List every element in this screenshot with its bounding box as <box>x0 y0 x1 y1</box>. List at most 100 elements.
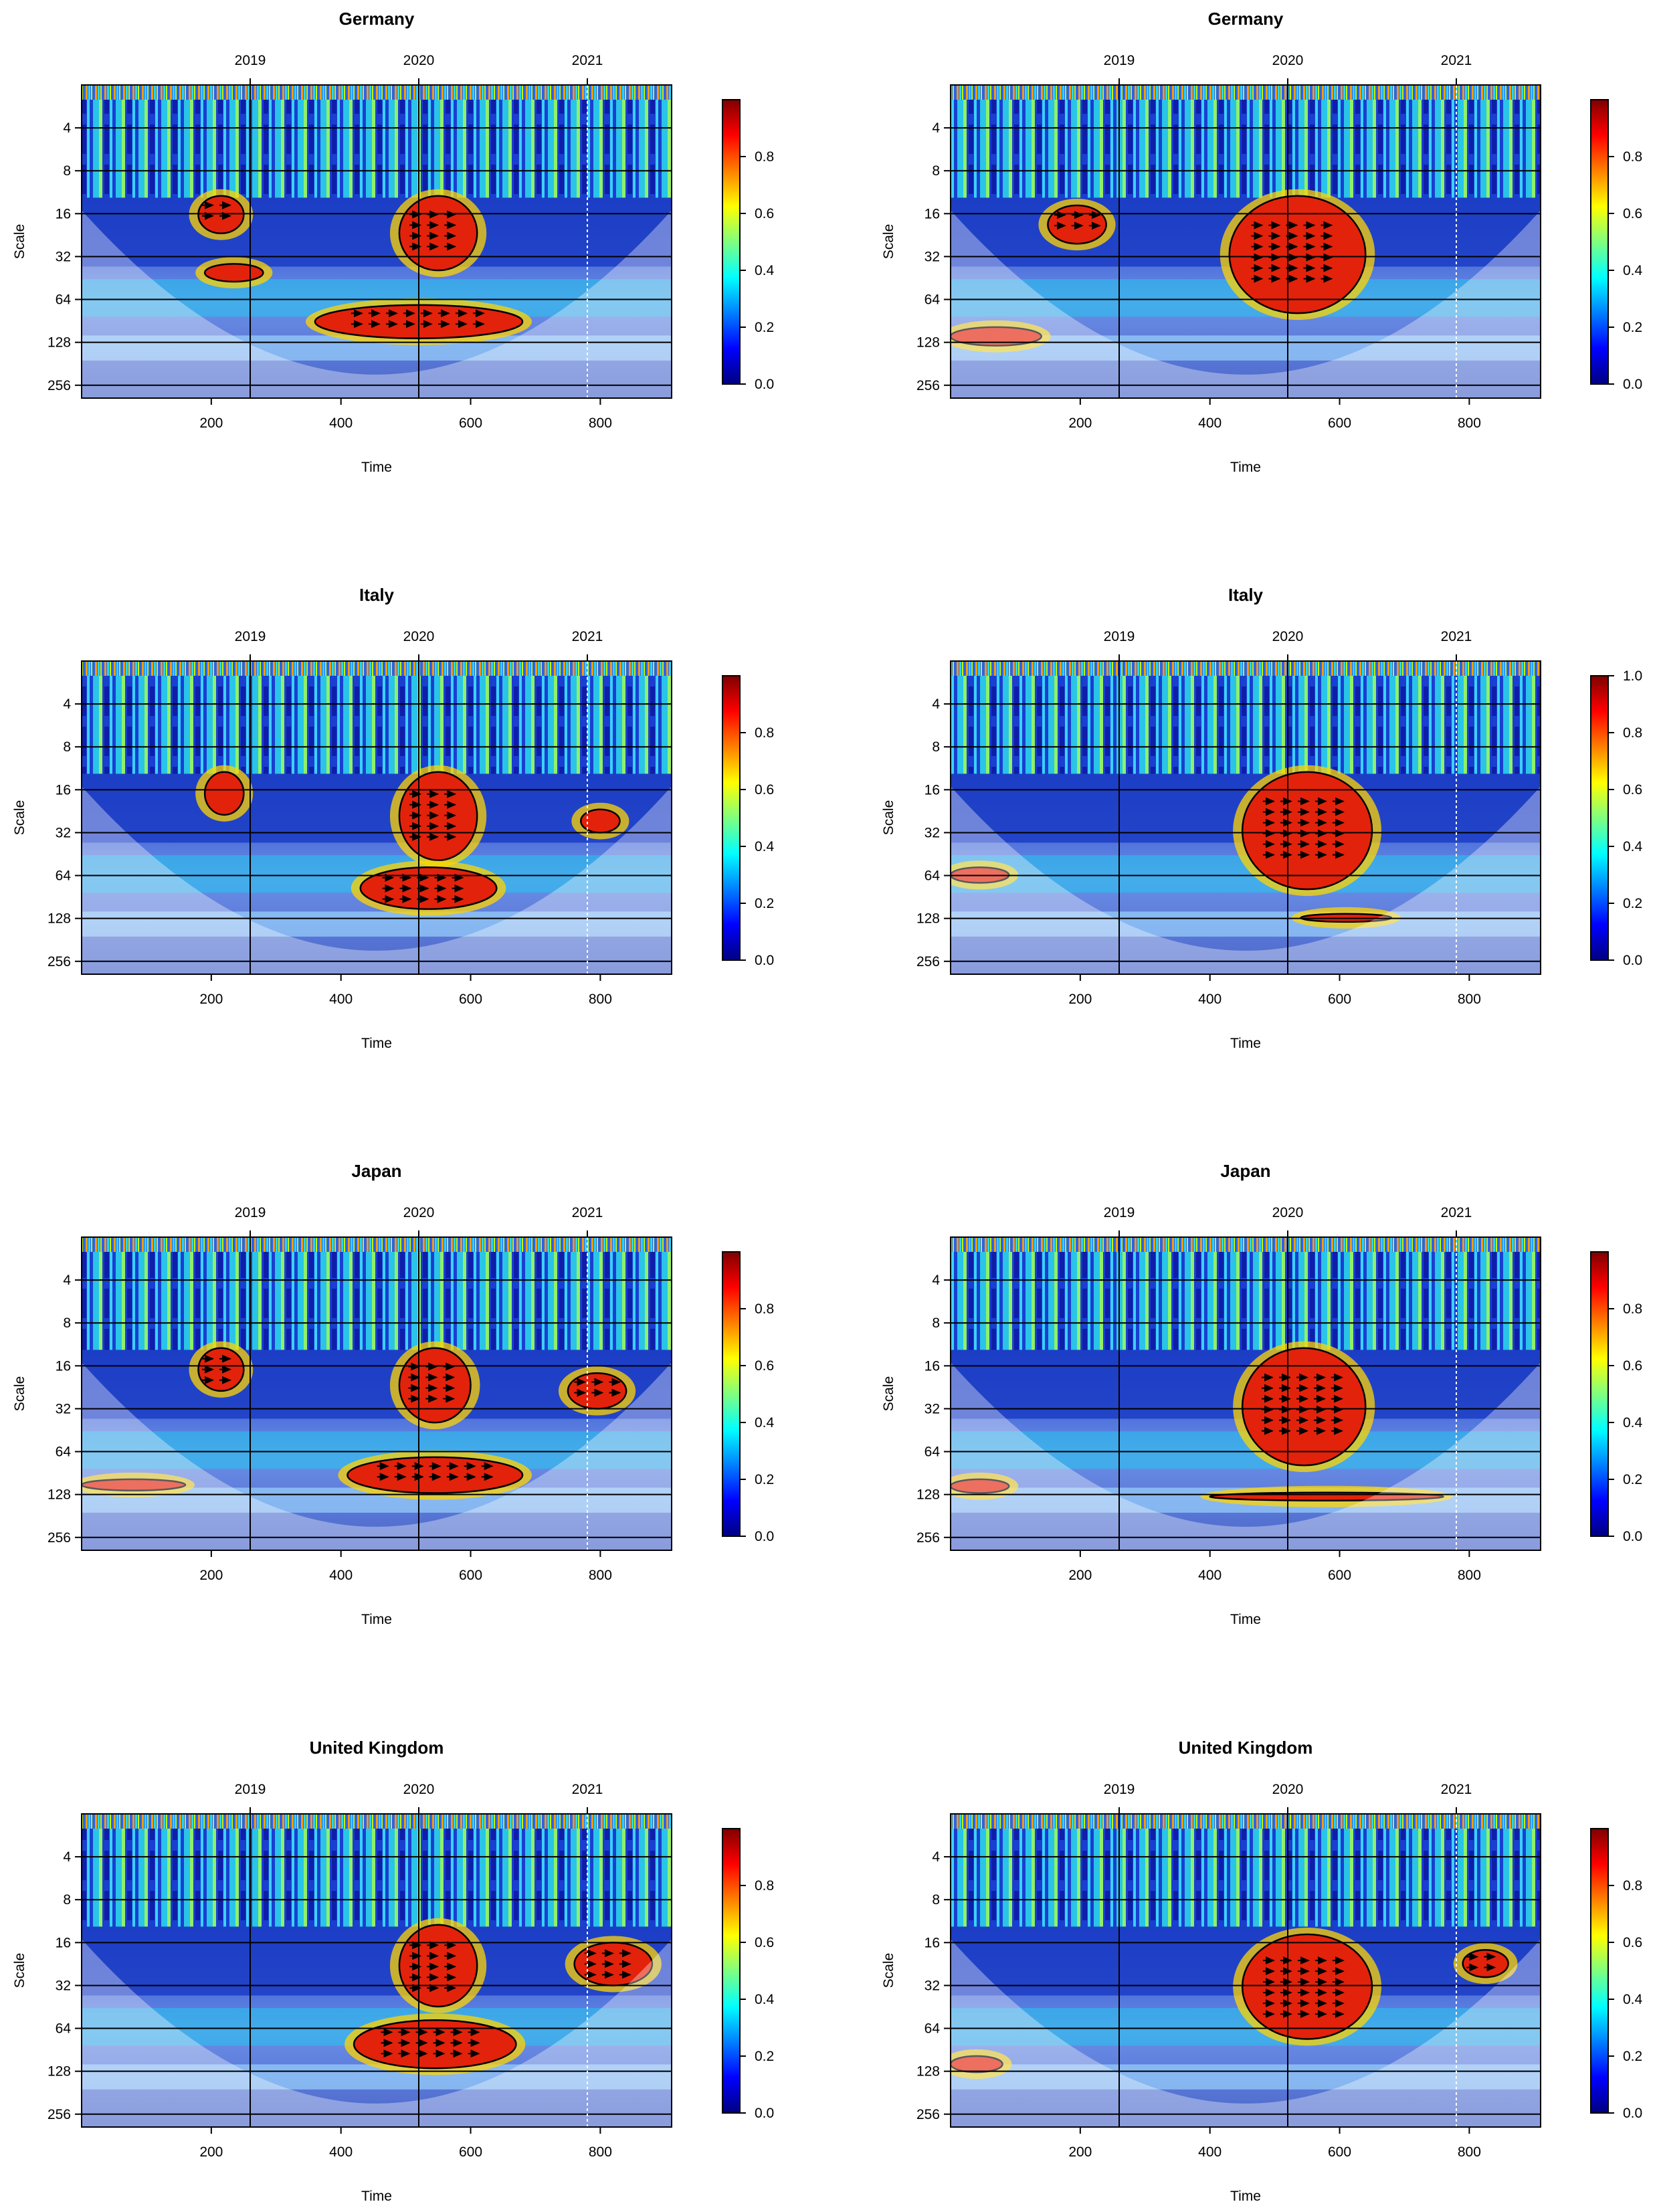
top-band <box>951 661 1541 676</box>
panel-title: Italy <box>1228 585 1264 605</box>
colorbar-tick-label: 0.8 <box>755 149 774 165</box>
colorbar-tick-label: 0.0 <box>1623 377 1642 392</box>
top-band <box>82 1237 672 1252</box>
colorbar <box>1590 1828 1609 2114</box>
colorbar-tick-label: 0.2 <box>755 2049 774 2064</box>
wavelet-panel: Japan 2019 2020 2021 200 400 600 800 4 8 16 32 64 128… <box>12 1161 775 1627</box>
year-tick-label: 2020 <box>403 1782 435 1797</box>
colorbar-tick-label: 0.6 <box>1623 1935 1642 1950</box>
x-tick-label: 200 <box>199 1568 223 1583</box>
y-axis-label: Scale <box>12 224 27 260</box>
heatmap-body <box>82 1237 672 1550</box>
heatmap-body <box>82 1814 672 2127</box>
x-tick-label: 800 <box>589 2144 612 2160</box>
colorbar <box>722 99 741 385</box>
wavelet-panel: Italy 2019 2020 2021 200 400 600 800 4 8 16 32 64 128… <box>881 585 1643 1051</box>
year-tick-label: 2021 <box>572 1782 603 1797</box>
colorbar-tick-label: 0.4 <box>1623 263 1643 278</box>
colorbar-tick-label: 0.8 <box>1623 1878 1642 1894</box>
y-axis-label: Scale <box>881 1953 896 1989</box>
colorbar-tick-label: 0.2 <box>755 320 774 335</box>
x-tick-label: 400 <box>1198 416 1222 431</box>
year-tick-label: 2019 <box>235 629 266 644</box>
year-tick-label: 2020 <box>403 629 435 644</box>
colorbar-tick-label: 0.0 <box>755 1529 774 1544</box>
plot-frame <box>950 84 1541 399</box>
colorbar-tick-label: 0.2 <box>755 1472 774 1487</box>
year-tick-label: 2019 <box>1104 53 1135 68</box>
wavelet-panel: Japan 2019 2020 2021 200 400 600 800 4 8 16 32 64 128… <box>881 1161 1643 1627</box>
colorbar-tick-label: 0.0 <box>755 377 774 392</box>
year-tick-label: 2021 <box>1441 1782 1472 1797</box>
x-tick-label: 200 <box>1068 1568 1092 1583</box>
x-tick-label: 800 <box>589 992 612 1007</box>
y-tick-label: 64 <box>924 292 941 308</box>
band-128 <box>82 2064 672 2090</box>
wavelet-panel: Italy 2019 2020 2021 200 400 600 800 4 8 16 32 64 128… <box>12 585 775 1051</box>
cone-of-influence <box>82 1939 672 2127</box>
y-tick-label: 16 <box>56 782 71 798</box>
top-band <box>951 1237 1541 1252</box>
y-tick-label: 4 <box>63 1273 71 1288</box>
colorbar-tick-label: 0.4 <box>1623 1992 1643 2007</box>
panel-title: United Kingdom <box>310 1738 444 1758</box>
colorbar-tick-label: 0.0 <box>1623 2106 1642 2121</box>
y-tick-label: 128 <box>47 911 71 927</box>
x-tick-label: 400 <box>1198 2144 1222 2160</box>
colorbar-tick-label: 0.0 <box>1623 1529 1642 1544</box>
colorbar-tick-label: 0.6 <box>1623 206 1642 221</box>
x-axis-label: Time <box>1230 1036 1261 1051</box>
x-tick-label: 800 <box>1458 1568 1481 1583</box>
colorbar-tick-label: 0.6 <box>755 1358 774 1374</box>
heatmap-body <box>951 1814 1541 2127</box>
colorbar-tick-label: 0.4 <box>755 839 775 854</box>
heatmap-body <box>951 661 1541 974</box>
panel-title: Germany <box>1208 9 1284 29</box>
cone-of-influence <box>951 786 1541 974</box>
y-axis-label: Scale <box>881 1376 896 1412</box>
y-tick-label: 32 <box>924 249 940 264</box>
y-tick-label: 32 <box>56 1978 71 1993</box>
x-tick-label: 800 <box>1458 2144 1481 2160</box>
y-axis-label: Scale <box>12 800 27 836</box>
x-tick-label: 600 <box>459 416 482 431</box>
panel-title: Italy <box>359 585 395 605</box>
x-axis-label: Time <box>361 1036 392 1051</box>
year-tick-label: 2019 <box>235 1205 266 1220</box>
heatmap-body <box>951 1237 1541 1550</box>
band-128 <box>951 911 1541 937</box>
colorbar-tick-label: 0.4 <box>755 263 775 278</box>
significant-region <box>1047 204 1107 245</box>
y-tick-label: 256 <box>47 378 71 393</box>
colorbar <box>1590 1251 1609 1537</box>
y-tick-label: 64 <box>56 1445 72 1460</box>
y-tick-label: 8 <box>932 1892 940 1908</box>
y-tick-label: 16 <box>56 206 71 221</box>
y-tick-label: 8 <box>932 739 940 755</box>
plot-frame <box>950 1236 1541 1551</box>
x-tick-label: 800 <box>1458 992 1481 1007</box>
y-tick-label: 32 <box>924 1978 940 1993</box>
plot-frame <box>950 1813 1541 2128</box>
cone-of-influence <box>951 1362 1541 1550</box>
significant-region <box>951 326 1042 347</box>
high-frequency-band <box>951 661 1541 774</box>
colorbar-tick-label: 0.8 <box>755 1301 774 1317</box>
y-tick-label: 4 <box>63 697 71 712</box>
colorbar-tick-label: 0.6 <box>1623 782 1642 798</box>
colorbar-tick-label: 0.2 <box>755 896 774 911</box>
significant-region <box>398 1924 478 2008</box>
x-tick-label: 200 <box>199 2144 223 2160</box>
cone-of-influence <box>82 1362 672 1550</box>
colorbar <box>1590 99 1609 385</box>
significant-region <box>353 2019 517 2069</box>
significant-region <box>951 2055 1003 2073</box>
y-tick-label: 16 <box>924 1358 940 1374</box>
y-tick-label: 128 <box>47 335 71 351</box>
y-tick-label: 16 <box>56 1935 71 1950</box>
top-band <box>82 85 672 100</box>
x-tick-label: 600 <box>1328 992 1351 1007</box>
band-128 <box>82 911 672 937</box>
x-tick-label: 400 <box>1198 1568 1222 1583</box>
year-tick-label: 2021 <box>572 629 603 644</box>
